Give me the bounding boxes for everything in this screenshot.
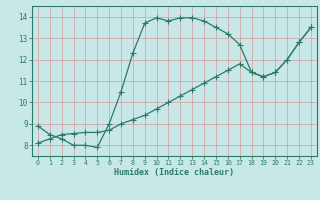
X-axis label: Humidex (Indice chaleur): Humidex (Indice chaleur): [115, 168, 234, 177]
